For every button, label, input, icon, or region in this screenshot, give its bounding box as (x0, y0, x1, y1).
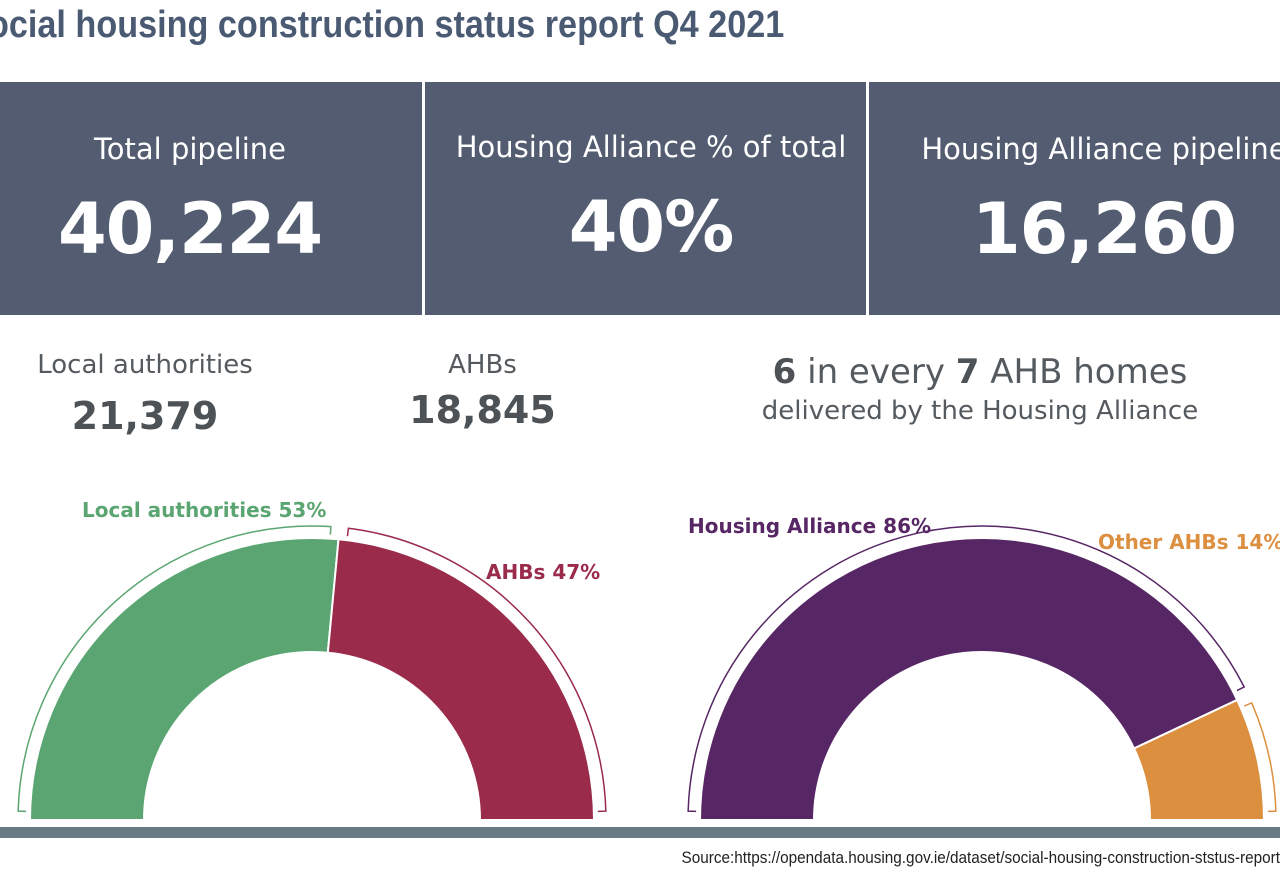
ratio-numerator: 6 (772, 352, 797, 392)
ahbs-stat: AHBs 18,845 (400, 350, 565, 432)
stat-label: Local authorities (37, 350, 253, 380)
ratio-denominator: 7 (955, 352, 980, 392)
ratio-subline: delivered by the Housing Alliance (761, 396, 1199, 426)
donut-charts: Local authorities 53% AHBs 47% Housing Al… (17, 498, 1280, 821)
ratio-text: AHB homes (990, 352, 1188, 392)
page-title: ocial housing construction status report… (0, 4, 785, 46)
kpi-divider (866, 82, 869, 315)
kpi-label: Housing Alliance % of total (455, 130, 847, 164)
stat-value: 21,379 (71, 394, 219, 438)
donut-slice (326, 538, 596, 821)
donut-slice (28, 537, 340, 821)
alliance-ratio: 6 in every 7 AHB homes delivered by the … (760, 352, 1200, 426)
local-authorities-stat: Local authorities 21,379 (20, 350, 270, 438)
ratio-text: in every (807, 352, 945, 392)
source-note: Source:https://opendata.housing.gov.ie/d… (681, 848, 1280, 867)
kpi-alliance-pipeline: Housing Alliance pipeline 16,260 (869, 82, 1280, 315)
slice-label: Local authorities 53% (82, 498, 326, 522)
kpi-label: Housing Alliance pipeline (921, 132, 1280, 166)
slice-bracket (346, 527, 607, 813)
kpi-value: 16,260 (971, 188, 1237, 270)
kpi-total-pipeline: Total pipeline 40,224 (0, 82, 380, 315)
slice-label: Other AHBs 14% (1098, 530, 1280, 554)
slice-bracket (687, 525, 1246, 813)
donut-local-vs-ahb: Local authorities 53% AHBs 47% (17, 498, 607, 821)
kpi-value: 40% (568, 186, 735, 268)
stat-label: AHBs (448, 350, 517, 380)
footer-bar (0, 827, 1280, 838)
kpi-value: 40,224 (57, 188, 323, 270)
donut-alliance-vs-other: Housing Alliance 86% Other AHBs 14% (687, 514, 1280, 821)
donut-slice (1132, 698, 1266, 821)
kpi-divider (422, 82, 425, 315)
donut-slice (698, 537, 1239, 821)
slice-label: AHBs 47% (486, 560, 600, 584)
slice-bracket (1244, 701, 1277, 813)
kpi-alliance-percent: Housing Alliance % of total 40% (425, 82, 877, 315)
kpi-banner (0, 82, 1280, 315)
slice-label: Housing Alliance 86% (688, 514, 931, 538)
stat-value: 18,845 (409, 388, 556, 432)
ratio-headline: 6 in every 7 AHB homes (760, 352, 1200, 392)
kpi-label: Total pipeline (94, 132, 286, 166)
slice-bracket (17, 525, 332, 813)
